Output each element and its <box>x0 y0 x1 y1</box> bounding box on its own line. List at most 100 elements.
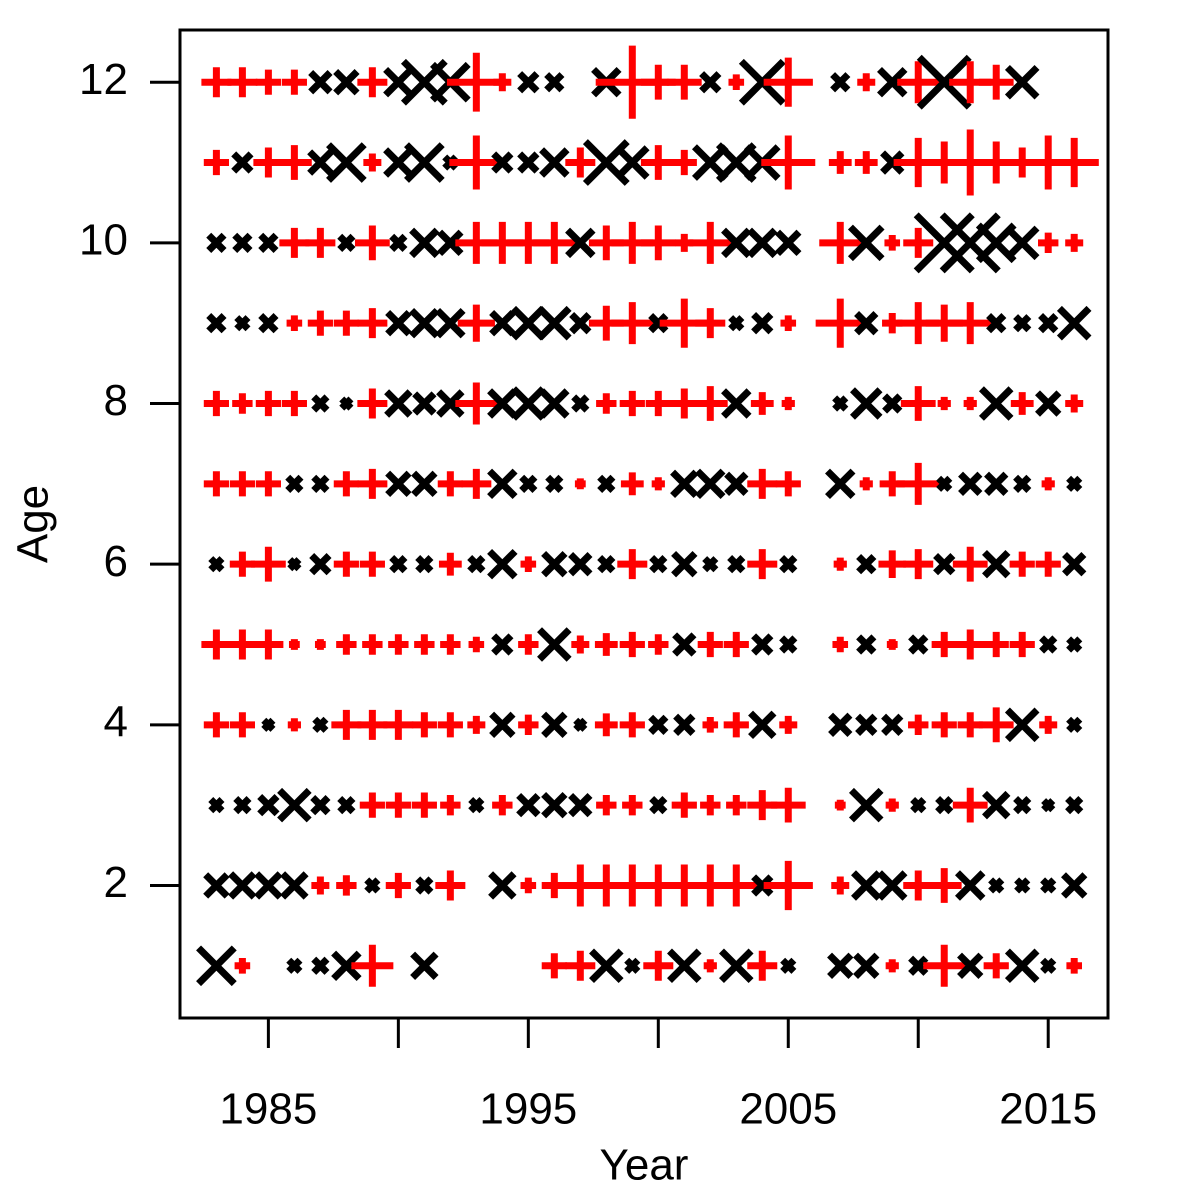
positive-residual <box>779 715 798 734</box>
positive-residual <box>253 629 284 660</box>
negative-residual <box>881 713 904 736</box>
positive-residual <box>651 477 665 491</box>
positive-residual <box>232 393 253 414</box>
positive-residual <box>437 471 463 497</box>
negative-residual <box>383 66 414 98</box>
positive-residual <box>781 396 795 411</box>
negative-residual <box>234 315 251 332</box>
positive-residual <box>492 794 513 816</box>
negative-residual <box>568 792 593 818</box>
negative-residual <box>389 555 408 574</box>
positive-residual <box>311 876 330 895</box>
positive-residual <box>449 135 504 190</box>
positive-residual <box>594 713 618 737</box>
positive-residual <box>574 478 586 490</box>
negative-residual <box>719 948 754 984</box>
positive-residual <box>978 64 1014 100</box>
y-tick-label: 4 <box>104 697 128 746</box>
positive-residual <box>203 390 229 417</box>
positive-residual <box>723 712 749 738</box>
positive-residual <box>467 715 486 734</box>
negative-residual <box>1066 636 1083 653</box>
positive-residual <box>978 707 1014 743</box>
negative-residual <box>649 796 668 815</box>
negative-residual <box>569 312 592 335</box>
positive-residual <box>281 69 307 95</box>
positive-residual <box>611 302 654 345</box>
negative-residual <box>312 716 329 733</box>
negative-residual <box>337 233 356 252</box>
negative-residual <box>1013 474 1032 493</box>
positive-residual <box>886 639 898 650</box>
negative-residual <box>539 147 570 178</box>
positive-residual <box>955 629 986 660</box>
negative-residual <box>257 793 280 817</box>
negative-residual <box>311 956 330 975</box>
negative-residual <box>232 232 253 253</box>
positive-residual <box>620 472 644 496</box>
positive-residual <box>565 147 596 178</box>
negative-residual <box>385 310 412 337</box>
positive-residual <box>435 870 466 901</box>
negative-residual <box>1013 314 1032 333</box>
positive-residual <box>723 631 749 658</box>
negative-residual <box>1041 798 1056 813</box>
positive-residual <box>461 468 492 499</box>
positive-residual <box>1035 551 1061 577</box>
negative-residual <box>384 389 413 418</box>
positive-residual <box>596 393 617 414</box>
negative-residual <box>751 312 774 335</box>
positive-residual <box>857 73 876 92</box>
negative-residual <box>933 553 956 576</box>
positive-residual <box>619 631 645 658</box>
negative-residual <box>228 871 257 900</box>
negative-residual <box>856 554 877 575</box>
negative-residual <box>196 945 237 987</box>
positive-residual <box>440 634 461 655</box>
y-tick-label: 12 <box>79 55 128 104</box>
positive-residual <box>229 551 255 577</box>
positive-residual <box>565 950 596 981</box>
y-axis-label: Age <box>9 485 58 563</box>
negative-residual <box>333 69 360 96</box>
negative-residual <box>955 870 986 901</box>
positive-residual <box>359 551 385 577</box>
negative-residual <box>702 556 719 573</box>
negative-residual <box>206 232 227 253</box>
y-tick-label: 10 <box>79 215 128 264</box>
positive-residual <box>250 546 286 582</box>
negative-residual <box>908 634 929 655</box>
positive-residual <box>937 396 951 411</box>
negative-residual <box>880 150 905 175</box>
positive-residual <box>288 639 300 650</box>
positive-residual <box>815 298 865 348</box>
negative-residual <box>208 556 225 573</box>
negative-residual <box>491 151 514 174</box>
negative-residual <box>848 787 884 823</box>
positive-residual <box>520 556 537 572</box>
negative-residual <box>404 142 445 183</box>
positive-residual <box>362 634 383 655</box>
positive-residual <box>227 67 258 98</box>
positive-residual <box>747 549 778 580</box>
positive-residual <box>234 957 251 974</box>
positive-residual <box>884 235 901 251</box>
negative-residual <box>615 145 650 180</box>
positive-residual <box>281 390 307 417</box>
negative-residual <box>339 396 354 411</box>
negative-residual <box>435 307 466 339</box>
negative-residual <box>847 224 885 262</box>
positive-residual <box>541 953 567 979</box>
positive-residual <box>923 944 966 987</box>
positive-residual <box>1009 631 1035 658</box>
negative-residual <box>310 795 331 816</box>
negative-residual <box>411 470 438 498</box>
positive-residual <box>903 549 934 580</box>
positive-residual <box>859 477 873 491</box>
negative-residual <box>489 711 516 738</box>
positive-residual <box>1066 957 1083 974</box>
negative-residual <box>541 791 568 819</box>
positive-residual <box>201 67 232 98</box>
negative-residual <box>519 474 538 493</box>
x-tick-label: 1985 <box>219 1085 317 1134</box>
